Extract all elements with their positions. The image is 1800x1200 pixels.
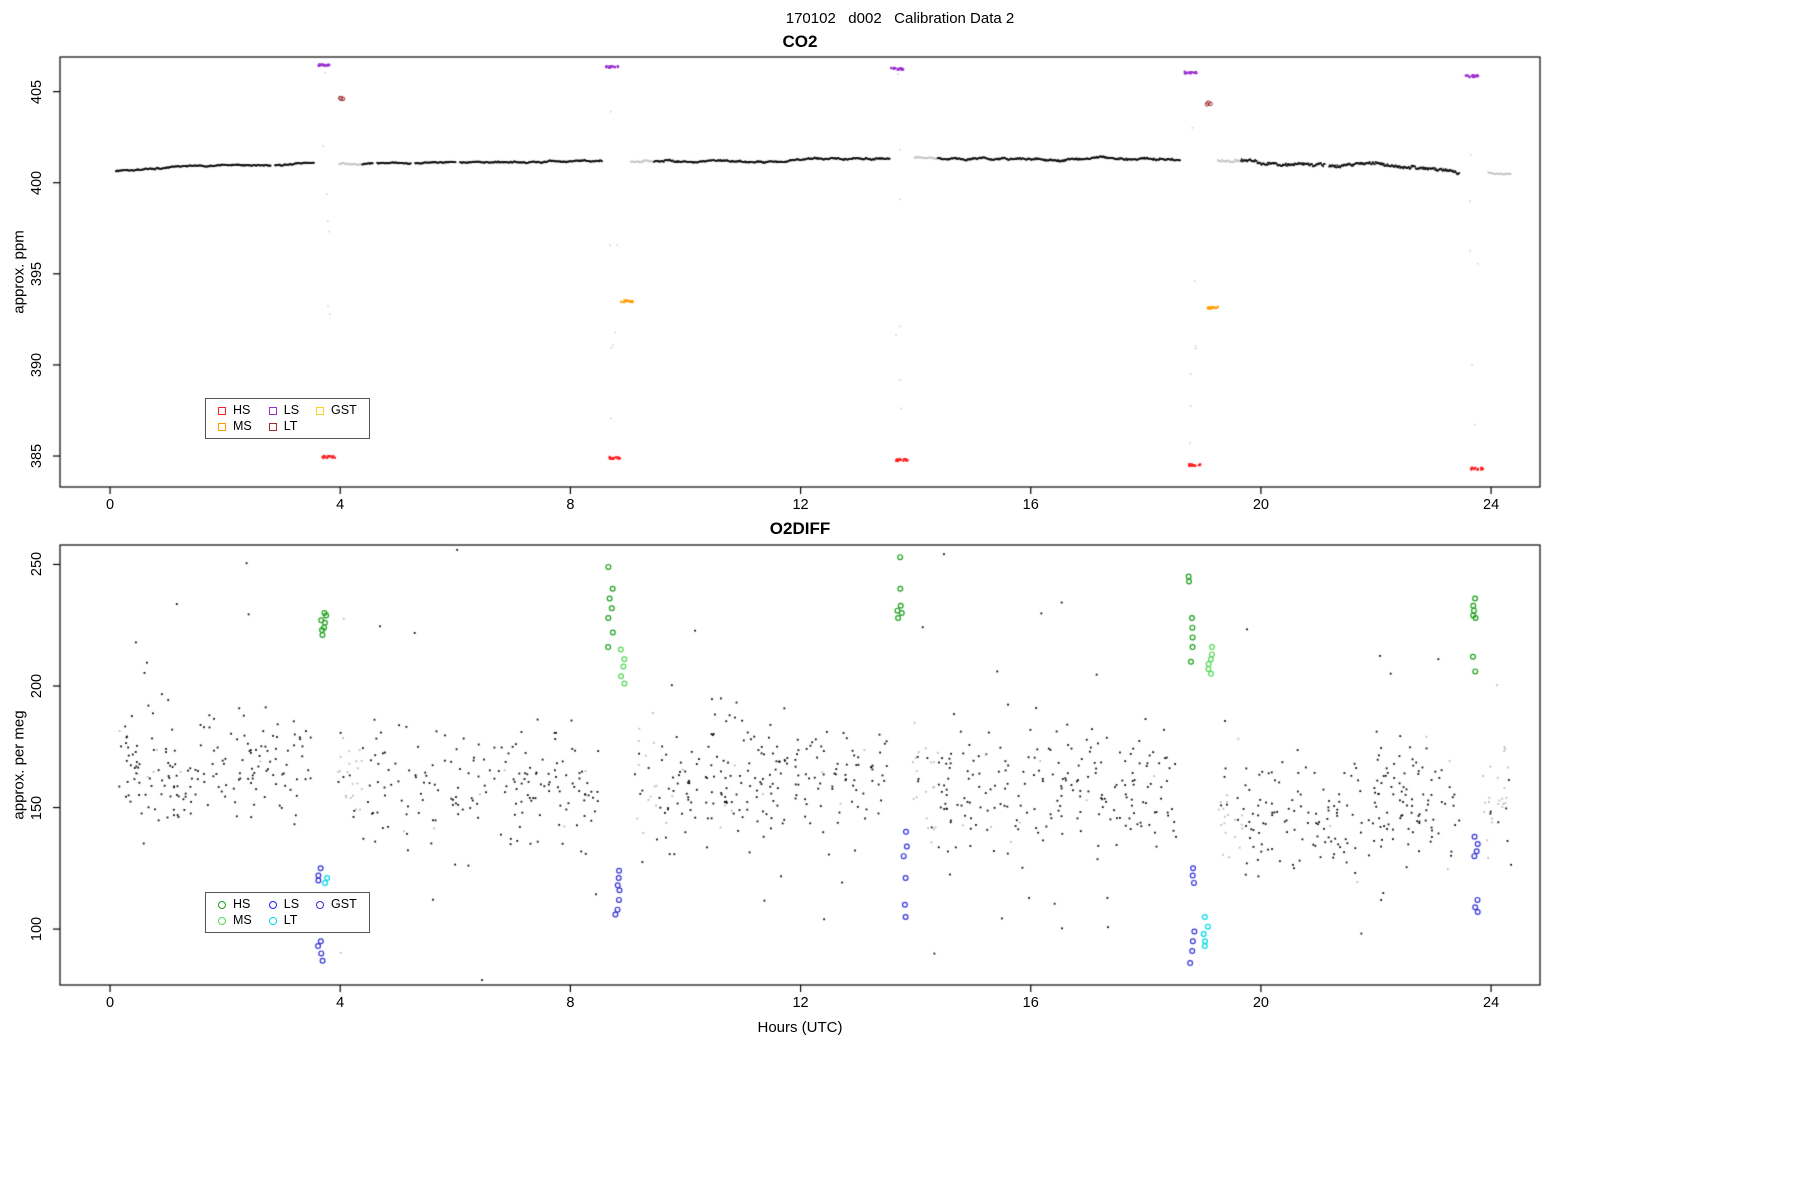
legend-symbol-lt [268, 916, 277, 925]
legend-item-gst: GST [316, 404, 357, 417]
co2-legend: HS MS LS LT GST [205, 398, 370, 439]
legend-column: LS LT [268, 403, 300, 433]
legend-item-ls: LS [268, 897, 300, 911]
legend-label-hs: HS [233, 897, 251, 911]
legend-item-hs: HS [218, 404, 252, 417]
legend-item-hs: HS [218, 898, 252, 911]
legend-symbol-hs [218, 406, 226, 415]
legend-item-lt: LT [268, 419, 299, 433]
legend-item-ms: MS [218, 420, 252, 433]
legend-item-ls: LS [268, 403, 300, 417]
legend-symbol-gst [316, 900, 325, 909]
legend-symbol-ms [218, 422, 226, 431]
legend-symbol-ls [268, 900, 277, 909]
co2-y-axis-label: approx. ppm [10, 230, 28, 314]
legend-column: GST [316, 404, 357, 433]
legend-column: GST [316, 898, 357, 927]
legend-column: LS LT [268, 897, 300, 927]
legend-symbol-gst [316, 406, 325, 415]
legend-label-ls: LS [283, 897, 300, 911]
o2diff-y-axis-label: approx. per meg [10, 710, 28, 820]
legend-label-hs: HS [233, 403, 251, 417]
legend-item-ms: MS [218, 914, 252, 927]
legend-column: HS MS [218, 404, 252, 433]
o2diff-legend: HS MS LS LT GST [205, 892, 370, 933]
legend-label-ms: MS [233, 419, 252, 433]
legend-label-gst: GST [331, 403, 357, 417]
page-title: 170102 d002 Calibration Data 2 [785, 10, 1015, 27]
co2-panel-title: CO2 [782, 32, 818, 51]
legend-symbol-ls [268, 406, 277, 415]
legend-column: HS MS [218, 898, 252, 927]
legend-label-gst: GST [331, 897, 357, 911]
legend-label-ls: LS [283, 403, 300, 417]
legend-item-lt: LT [268, 913, 299, 927]
legend-label-lt: LT [283, 419, 298, 433]
legend-item-gst: GST [316, 898, 357, 911]
legend-label-lt: LT [283, 913, 298, 927]
legend-label-ms: MS [233, 913, 252, 927]
legend-symbol-hs [218, 900, 226, 909]
legend-symbol-ms [218, 916, 226, 925]
legend-symbol-lt [268, 422, 277, 431]
o2diff-panel-title: O2DIFF [769, 519, 831, 538]
x-axis-label: Hours (UTC) [757, 1019, 843, 1036]
